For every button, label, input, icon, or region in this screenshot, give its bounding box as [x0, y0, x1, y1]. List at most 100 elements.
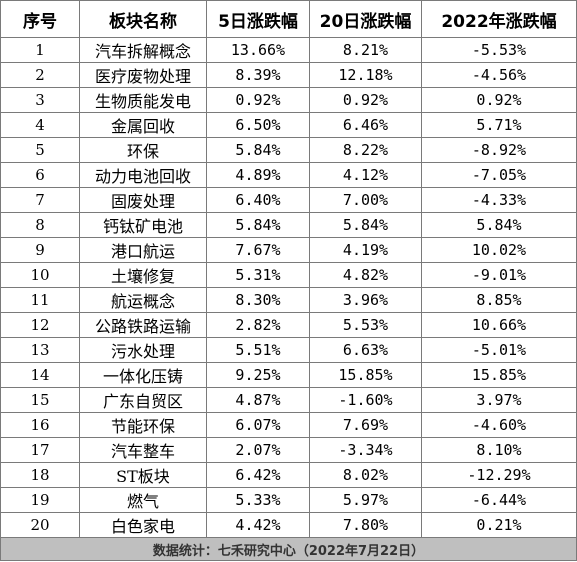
change-5day: 8.39%: [206, 62, 310, 88]
table-row: 13 污水处理 5.51% 6.63% -5.01%: [0, 337, 577, 363]
row-index: 19: [0, 487, 80, 513]
change-2022: 5.84%: [421, 212, 577, 238]
row-index: 13: [0, 337, 80, 363]
change-2022: 3.97%: [421, 387, 577, 413]
table-row: 12 公路铁路运输 2.82% 5.53% 10.66%: [0, 312, 577, 338]
change-20day: 15.85%: [309, 362, 422, 388]
change-5day: 9.25%: [206, 362, 310, 388]
table-row: 1 汽车拆解概念 13.66% 8.21% -5.53%: [0, 37, 577, 63]
change-2022: 0.92%: [421, 87, 577, 113]
sector-name: 金属回收: [79, 112, 207, 138]
change-20day: 5.84%: [309, 212, 422, 238]
table-row: 20 白色家电 4.42% 7.80% 0.21%: [0, 512, 577, 538]
row-index: 8: [0, 212, 80, 238]
change-2022: 15.85%: [421, 362, 577, 388]
sector-name: 污水处理: [79, 337, 207, 363]
header-sector-name: 板块名称: [79, 0, 207, 38]
sector-name: 环保: [79, 137, 207, 163]
change-5day: 5.84%: [206, 137, 310, 163]
change-5day: 4.89%: [206, 162, 310, 188]
change-2022: 8.85%: [421, 287, 577, 313]
change-2022: -5.53%: [421, 37, 577, 63]
table-row: 19 燃气 5.33% 5.97% -6.44%: [0, 487, 577, 513]
sector-name: 燃气: [79, 487, 207, 513]
table-row: 10 土壤修复 5.31% 4.82% -9.01%: [0, 262, 577, 288]
sector-name: 节能环保: [79, 412, 207, 438]
change-20day: 6.46%: [309, 112, 422, 138]
sector-name: 汽车拆解概念: [79, 37, 207, 63]
change-5day: 2.82%: [206, 312, 310, 338]
header-index: 序号: [0, 0, 80, 38]
table-row: 14 一体化压铸 9.25% 15.85% 15.85%: [0, 362, 577, 388]
change-20day: 6.63%: [309, 337, 422, 363]
row-index: 16: [0, 412, 80, 438]
row-index: 7: [0, 187, 80, 213]
row-index: 6: [0, 162, 80, 188]
table-row: 18 ST板块 6.42% 8.02% -12.29%: [0, 462, 577, 488]
sector-name: 白色家电: [79, 512, 207, 538]
change-5day: 5.31%: [206, 262, 310, 288]
change-5day: 0.92%: [206, 87, 310, 113]
change-20day: 4.12%: [309, 162, 422, 188]
change-5day: 5.84%: [206, 212, 310, 238]
header-20day-change: 20日涨跌幅: [309, 0, 422, 38]
table-row: 11 航运概念 8.30% 3.96% 8.85%: [0, 287, 577, 313]
change-20day: 8.02%: [309, 462, 422, 488]
header-5day-change: 5日涨跌幅: [206, 0, 310, 38]
sector-name: 航运概念: [79, 287, 207, 313]
change-20day: 5.53%: [309, 312, 422, 338]
table-row: 3 生物质能发电 0.92% 0.92% 0.92%: [0, 87, 577, 113]
change-20day: 7.80%: [309, 512, 422, 538]
change-20day: -1.60%: [309, 387, 422, 413]
table-row: 2 医疗废物处理 8.39% 12.18% -4.56%: [0, 62, 577, 88]
change-5day: 6.50%: [206, 112, 310, 138]
sector-name: 广东自贸区: [79, 387, 207, 413]
sector-name: 医疗废物处理: [79, 62, 207, 88]
change-2022: -9.01%: [421, 262, 577, 288]
table-row: 4 金属回收 6.50% 6.46% 5.71%: [0, 112, 577, 138]
change-20day: 3.96%: [309, 287, 422, 313]
change-5day: 8.30%: [206, 287, 310, 313]
change-2022: 5.71%: [421, 112, 577, 138]
table-row: 6 动力电池回收 4.89% 4.12% -7.05%: [0, 162, 577, 188]
sector-name: 动力电池回收: [79, 162, 207, 188]
change-2022: 10.02%: [421, 237, 577, 263]
change-5day: 4.42%: [206, 512, 310, 538]
sector-name: 生物质能发电: [79, 87, 207, 113]
table-row: 9 港口航运 7.67% 4.19% 10.02%: [0, 237, 577, 263]
change-5day: 2.07%: [206, 437, 310, 463]
row-index: 12: [0, 312, 80, 338]
row-index: 4: [0, 112, 80, 138]
row-index: 15: [0, 387, 80, 413]
change-5day: 5.33%: [206, 487, 310, 513]
change-2022: -4.60%: [421, 412, 577, 438]
change-2022: -6.44%: [421, 487, 577, 513]
change-2022: -8.92%: [421, 137, 577, 163]
sector-name: 固废处理: [79, 187, 207, 213]
change-5day: 7.67%: [206, 237, 310, 263]
change-2022: 0.21%: [421, 512, 577, 538]
row-index: 18: [0, 462, 80, 488]
table-row: 7 固废处理 6.40% 7.00% -4.33%: [0, 187, 577, 213]
header-2022-change: 2022年涨跌幅: [421, 0, 577, 38]
row-index: 9: [0, 237, 80, 263]
change-20day: 12.18%: [309, 62, 422, 88]
change-2022: -5.01%: [421, 337, 577, 363]
table-row: 5 环保 5.84% 8.22% -8.92%: [0, 137, 577, 163]
row-index: 20: [0, 512, 80, 538]
change-2022: 10.66%: [421, 312, 577, 338]
change-2022: -7.05%: [421, 162, 577, 188]
change-20day: -3.34%: [309, 437, 422, 463]
row-index: 14: [0, 362, 80, 388]
row-index: 1: [0, 37, 80, 63]
change-2022: -12.29%: [421, 462, 577, 488]
sector-name: 汽车整车: [79, 437, 207, 463]
sector-name: ST板块: [79, 462, 207, 488]
change-20day: 4.19%: [309, 237, 422, 263]
change-5day: 6.40%: [206, 187, 310, 213]
sector-name: 公路铁路运输: [79, 312, 207, 338]
change-2022: -4.56%: [421, 62, 577, 88]
sector-name: 港口航运: [79, 237, 207, 263]
change-20day: 8.21%: [309, 37, 422, 63]
change-20day: 4.82%: [309, 262, 422, 288]
